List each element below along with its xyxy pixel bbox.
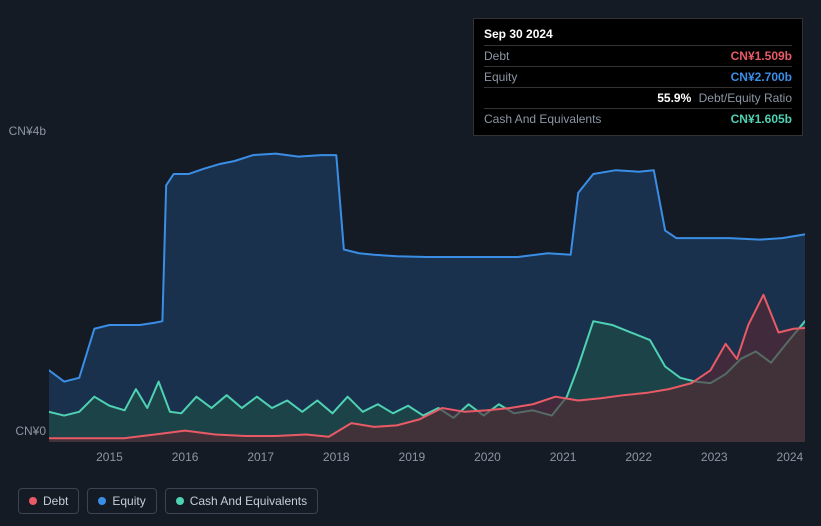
chart-svg [49, 140, 805, 442]
legend-dot [176, 497, 184, 505]
tooltip-row-debt: Debt CN¥1.509b [484, 45, 792, 66]
x-axis-ticks: 2015 2016 2017 2018 2019 2020 2021 2022 2023 2024 [49, 450, 805, 470]
tooltip-row-cash: Cash And Equivalents CN¥1.605b [484, 108, 792, 129]
x-tick-label: 2015 [96, 450, 123, 464]
y-axis-label-bottom: CN¥0 [0, 424, 46, 438]
tooltip-value: CN¥2.700b [731, 70, 792, 84]
legend-dot [98, 497, 106, 505]
tooltip-extra: Debt/Equity Ratio [699, 91, 792, 105]
tooltip-date: Sep 30 2024 [484, 25, 792, 45]
legend-label: Cash And Equivalents [190, 494, 307, 508]
legend-item-cash[interactable]: Cash And Equivalents [165, 488, 318, 514]
legend-label: Equity [112, 494, 145, 508]
legend-item-debt[interactable]: Debt [18, 488, 79, 514]
x-tick-label: 2021 [550, 450, 577, 464]
x-tick-label: 2019 [399, 450, 426, 464]
x-tick-label: 2018 [323, 450, 350, 464]
chart-legend: Debt Equity Cash And Equivalents [18, 488, 318, 514]
legend-item-equity[interactable]: Equity [87, 488, 156, 514]
x-tick-label: 2023 [701, 450, 728, 464]
tooltip-value: 55.9% [657, 91, 691, 105]
tooltip-value: CN¥1.605b [731, 112, 792, 126]
tooltip-row-ratio: 55.9% Debt/Equity Ratio [484, 87, 792, 108]
tooltip-label: Debt [484, 49, 509, 63]
y-axis-label-top: CN¥4b [0, 124, 46, 138]
legend-label: Debt [43, 494, 68, 508]
legend-dot [29, 497, 37, 505]
tooltip-label: Cash And Equivalents [484, 112, 601, 126]
x-tick-label: 2020 [474, 450, 501, 464]
chart-tooltip: Sep 30 2024 Debt CN¥1.509b Equity CN¥2.7… [473, 18, 803, 136]
x-tick-label: 2016 [172, 450, 199, 464]
chart-area[interactable] [49, 140, 805, 442]
tooltip-value: CN¥1.509b [731, 49, 792, 63]
x-tick-label: 2022 [625, 450, 652, 464]
tooltip-row-equity: Equity CN¥2.700b [484, 66, 792, 87]
x-tick-label: 2017 [247, 450, 274, 464]
tooltip-label: Equity [484, 70, 517, 84]
x-tick-label: 2024 [777, 450, 804, 464]
